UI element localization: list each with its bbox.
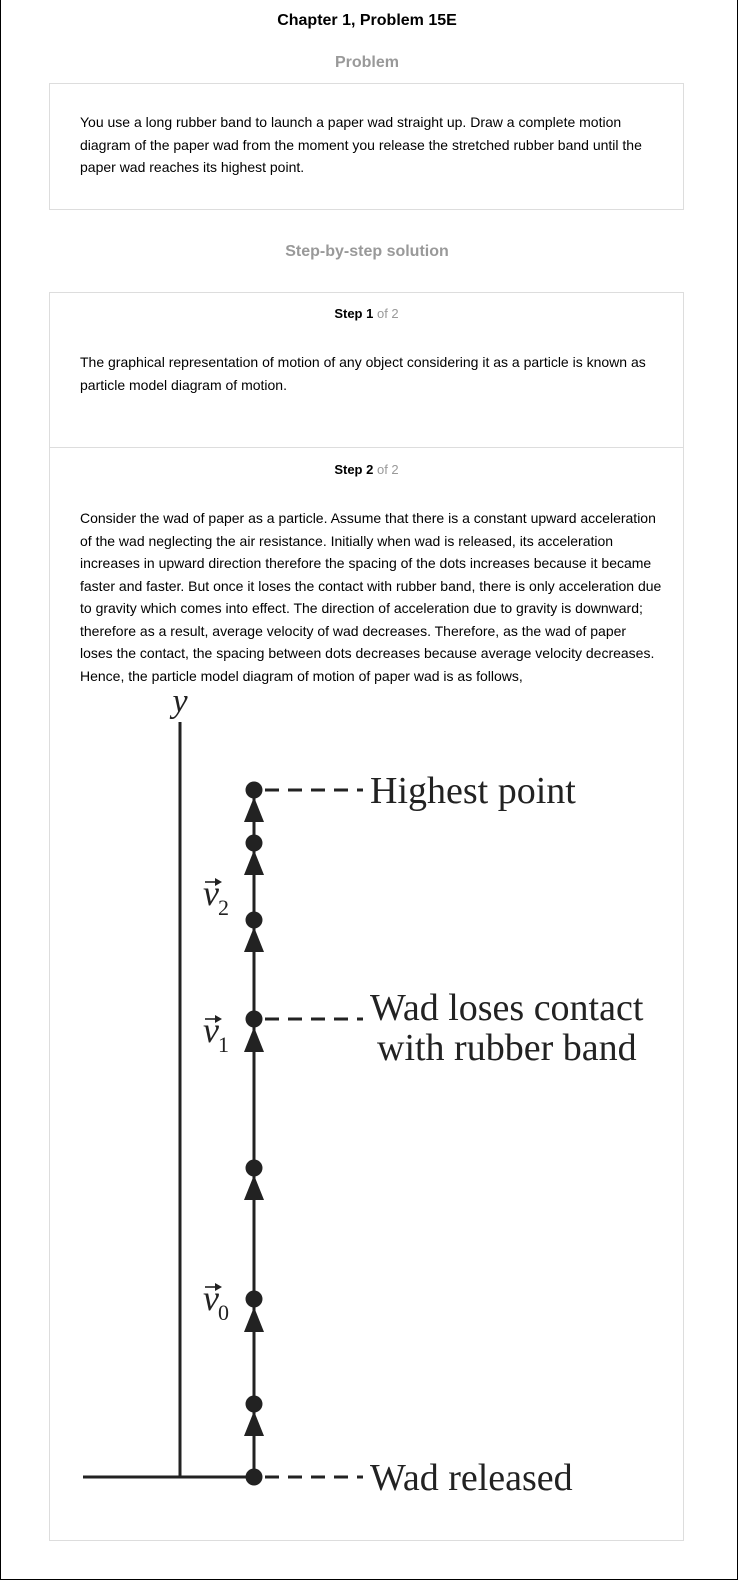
y-axis-label: y [169,683,188,720]
step-2-of: of 2 [376,462,399,477]
problem-text: You use a long rubber band to launch a p… [80,114,642,175]
problem-box [49,83,684,210]
velocity-arrowhead [244,850,264,875]
position-dot [245,1290,263,1308]
velocity-arrowhead [244,1175,264,1200]
velocity-subscript: 2 [218,895,229,920]
velocity-label-v0: v 0 [203,1278,229,1325]
step-2-text: Consider the wad of paper as a particle.… [80,510,662,684]
step-1-number: Step 1 [334,306,374,321]
velocity-label-v2: v 2 [203,873,229,920]
position-dot [245,1395,263,1413]
step-2-number: Step 2 [334,462,374,477]
vector-arrowhead-icon [215,878,222,886]
step-1-text: The graphical representation of motion o… [80,354,646,393]
velocity-arrowhead [244,1411,264,1436]
released-label: Wad released [370,1457,573,1499]
position-dot [245,781,263,799]
step-2-label: Step 2 of 2 [49,462,684,477]
velocity-arrowhead [244,1307,264,1332]
velocity-arrowhead [244,797,264,822]
position-dot [245,1159,263,1177]
loses-contact-label-line2: with rubber band [377,1027,637,1069]
position-dot [245,1010,263,1028]
position-dot [245,911,263,929]
vector-arrowhead-icon [215,1283,222,1291]
velocity-subscript: 0 [218,1300,229,1325]
highest-point-label: Highest point [370,770,576,812]
loses-contact-label-line1: Wad loses contact [370,987,644,1029]
problem-heading: Problem [334,54,399,71]
step-1-label: Step 1 of 2 [49,306,684,321]
velocity-arrowhead [244,1027,264,1052]
position-dot [245,1468,263,1486]
vector-arrowhead-icon [215,1015,222,1023]
velocity-subscript: 1 [218,1032,229,1057]
motion-diagram: y Highest point Wad loses contact with r… [83,683,644,1499]
step-1-of: of 2 [376,306,399,321]
solution-heading: Step-by-step solution [285,243,449,260]
position-dot [245,834,263,852]
step-2-box [49,447,684,1541]
velocity-arrowhead [244,927,264,952]
page-title: Chapter 1, Problem 15E [277,12,457,29]
velocity-label-v1: v 1 [203,1010,229,1057]
